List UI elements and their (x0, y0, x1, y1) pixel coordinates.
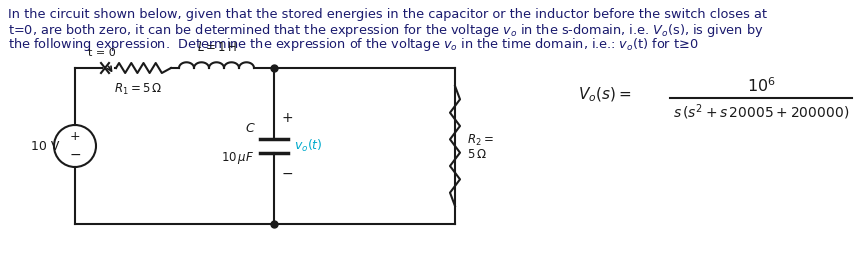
Text: 10 V: 10 V (31, 139, 59, 153)
Text: $R_2=$: $R_2=$ (467, 132, 493, 148)
Text: In the circuit shown below, given that the stored energies in the capacitor or t: In the circuit shown below, given that t… (8, 8, 766, 21)
Text: $5\,\Omega$: $5\,\Omega$ (467, 147, 486, 161)
Text: t = 0: t = 0 (88, 48, 115, 58)
Text: $R_1=5\,\Omega$: $R_1=5\,\Omega$ (115, 82, 163, 97)
Text: $v_o(t)$: $v_o(t)$ (294, 138, 322, 154)
Text: $10\,\mu F$: $10\,\mu F$ (220, 150, 254, 166)
Text: t=0, are both zero, it can be determined that the expression for the voltage $v_: t=0, are both zero, it can be determined… (8, 22, 763, 39)
Text: $V_o(s) =$: $V_o(s) =$ (578, 86, 630, 104)
Text: +: + (282, 111, 294, 125)
Text: −: − (282, 167, 294, 181)
Text: $s\,(s^2 + s\,20005 + 200000)$: $s\,(s^2 + s\,20005 + 200000)$ (672, 102, 848, 122)
Text: C: C (245, 121, 254, 134)
Text: $10^6$: $10^6$ (746, 76, 775, 95)
Text: $L=1\,\text{H}$: $L=1\,\text{H}$ (196, 41, 236, 54)
Text: −: − (69, 148, 81, 162)
Text: the following expression.  Determine the expression of the voltage $v_o$ in the : the following expression. Determine the … (8, 36, 697, 53)
Text: +: + (70, 131, 80, 144)
